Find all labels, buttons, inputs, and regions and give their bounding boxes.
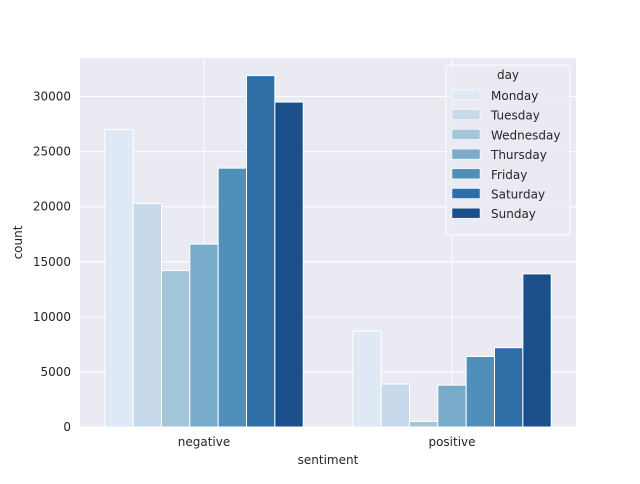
legend-label-tuesday: Tuesday xyxy=(490,109,540,123)
y-axis-label: count xyxy=(11,225,25,259)
y-tick-label: 25000 xyxy=(33,145,71,159)
x-axis-label: sentiment xyxy=(298,453,359,467)
bar-thursday-positive xyxy=(437,384,467,428)
y-tick-label: 15000 xyxy=(33,255,71,269)
y-tick-labels: 0 5000 10000 15000 20000 25000 30000 xyxy=(33,90,71,434)
legend-title: day xyxy=(497,68,519,82)
y-tick-label: 0 xyxy=(63,420,71,434)
bar-sunday-positive xyxy=(522,273,552,428)
legend-swatch-thursday xyxy=(451,148,481,160)
legend-label-friday: Friday xyxy=(491,168,527,182)
legend-swatch-friday xyxy=(451,168,481,180)
y-tick-label: 5000 xyxy=(40,365,71,379)
bar-thursday-negative xyxy=(189,243,219,428)
bar-monday-negative xyxy=(104,129,134,428)
legend-swatch-monday xyxy=(451,89,481,101)
x-tick-label: negative xyxy=(178,435,230,449)
bar-sunday-negative xyxy=(274,101,304,428)
bars xyxy=(104,75,552,428)
legend-label-sunday: Sunday xyxy=(491,207,536,221)
bar-friday-negative xyxy=(217,167,248,428)
legend-label-wednesday: Wednesday xyxy=(491,128,560,142)
legend: day Monday Tuesday Wednesday Thursday Friday… xyxy=(445,64,571,236)
legend-label-monday: Monday xyxy=(491,89,538,103)
legend-swatch-wednesday xyxy=(451,129,481,140)
y-tick-label: 20000 xyxy=(33,200,71,214)
x-tick-label: positive xyxy=(428,435,475,449)
legend-swatch-tuesday xyxy=(451,109,481,120)
bar-saturday-positive xyxy=(494,347,524,428)
x-tick-labels: negative positive xyxy=(178,435,476,449)
y-tick-label: 30000 xyxy=(33,90,71,104)
legend-swatch-saturday xyxy=(451,188,481,199)
bar-tuesday-positive xyxy=(380,383,410,428)
legend-label-saturday: Saturday xyxy=(491,188,545,202)
bar-monday-positive xyxy=(352,330,382,428)
legend-items: Monday Tuesday Wednesday Thursday Friday Satu… xyxy=(451,89,560,221)
bar-wednesday-positive xyxy=(408,420,439,428)
bar-wednesday-negative xyxy=(160,270,191,428)
legend-label-thursday: Thursday xyxy=(490,148,547,162)
y-tick-label: 10000 xyxy=(33,310,71,324)
bar-friday-positive xyxy=(465,356,496,428)
bar-tuesday-negative xyxy=(132,202,162,428)
legend-swatch-sunday xyxy=(451,207,481,219)
bar-saturday-negative xyxy=(246,75,276,428)
